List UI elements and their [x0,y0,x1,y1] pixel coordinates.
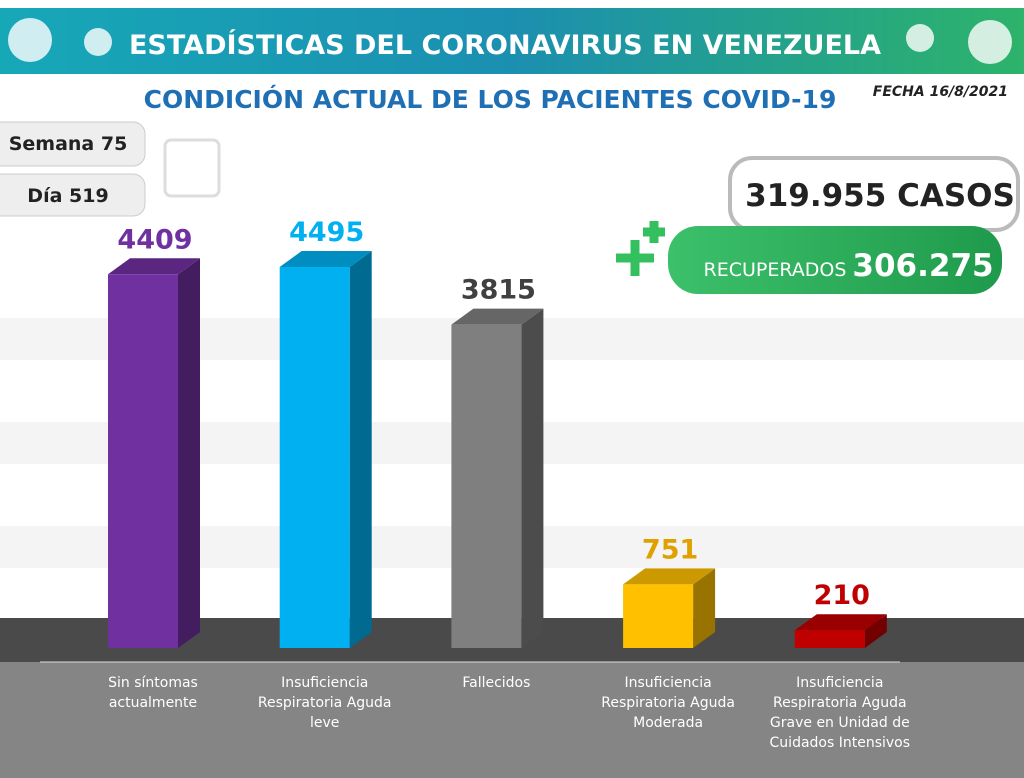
recovered-value: 306.275 [852,248,993,284]
bar [451,324,522,648]
virus-icon [84,28,112,56]
bar-top [794,614,887,631]
value-label: 4409 [117,224,192,255]
value-label: 751 [642,534,698,565]
bar-side [349,251,372,648]
bar-side [178,258,200,648]
plus-icon [616,221,665,276]
recovered-box [668,226,1002,294]
week: Semana 75 [9,133,128,155]
calendar-icon [163,138,221,198]
bar-side [864,614,887,648]
bar [794,630,865,648]
bar-top [623,568,716,585]
bar-side [693,568,716,648]
category-label: Fallecidos [462,675,531,691]
recovered-label: RECUPERADOS [704,259,847,281]
day-box [0,173,146,217]
category-label: Sin síntomas actualmente [108,675,198,711]
virus-icon [906,24,934,52]
bar [623,584,694,648]
value-label: 4495 [289,217,364,248]
virus-icon [968,20,1012,64]
bar [279,267,350,648]
chart-title: CONDICIÓN ACTUAL DE LOS PACIENTES COVID-… [144,84,837,114]
bar-side [521,308,544,648]
category-label: Insuficiencia Respiratoria Aguda Grave e… [769,675,911,751]
bar [108,274,178,648]
week-box [0,121,146,167]
value-label: 210 [814,580,870,611]
bar-top [451,308,544,325]
label-area [0,662,1024,778]
cases: 319.955 CASOS [745,178,1015,214]
bar-top [108,258,200,275]
category-label: Insuficiencia Respiratoria Aguda leve [257,675,392,731]
value-label: 3815 [461,275,536,306]
date: FECHA 16/8/2021 [873,84,1008,100]
category-label: Insuficiencia Respiratoria Aguda Moderad… [601,675,735,731]
day: Día 519 [27,185,108,207]
virus-icon [8,18,52,62]
bar-top [279,251,372,267]
banner [0,8,1024,74]
header-title: ESTADÍSTICAS DEL CORONAVIRUS EN VENEZUEL… [129,29,881,61]
